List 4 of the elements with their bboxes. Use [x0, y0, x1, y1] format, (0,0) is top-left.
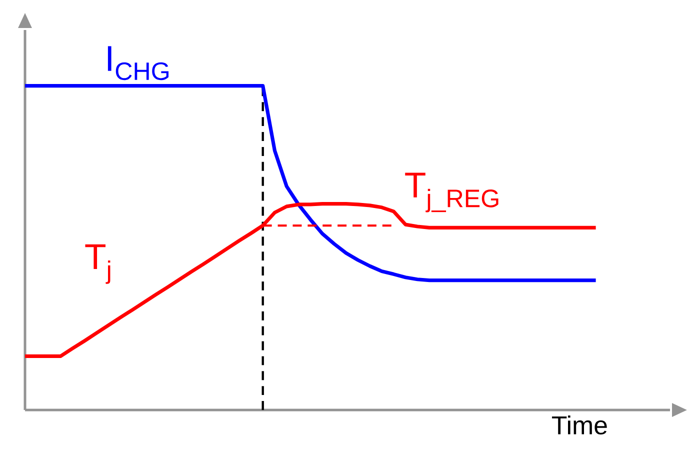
series-label: T$_{j_REG}$	[405, 172, 498, 212]
series-label: I$_{CHG}$	[108, 46, 169, 80]
series-label: T$_{j}$	[85, 244, 110, 284]
x-axis-title: Time	[552, 416, 607, 435]
